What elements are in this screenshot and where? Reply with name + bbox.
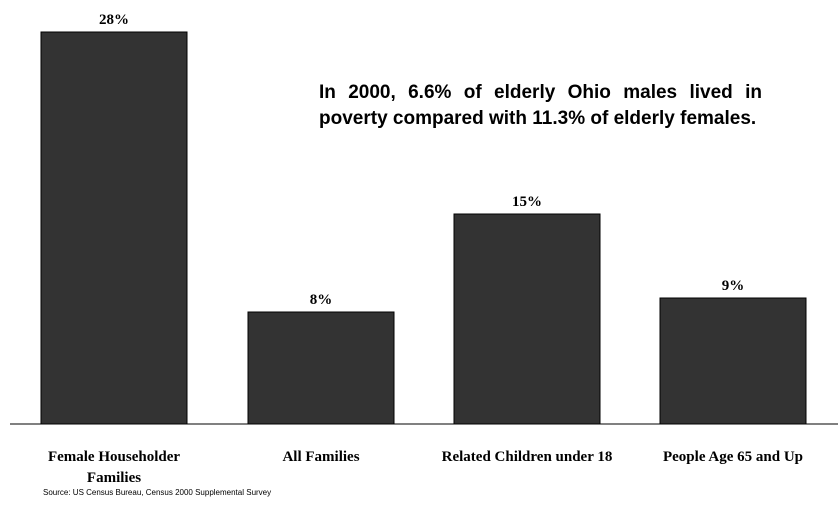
- data-label-0: 28%: [99, 12, 129, 28]
- data-label-3: 9%: [722, 278, 745, 294]
- category-label-0: Female Householder Families: [48, 449, 180, 486]
- bar-2: [453, 213, 601, 425]
- category-label-2: Related Children under 18: [442, 449, 613, 465]
- bar-0: [40, 31, 188, 425]
- category-label-3: People Age 65 and Up: [663, 449, 803, 465]
- bar-1: [247, 311, 395, 425]
- source-note: Source: US Census Bureau, Census 2000 Su…: [43, 488, 272, 497]
- bar-3: [659, 297, 807, 425]
- category-label-1: All Families: [282, 449, 359, 465]
- chart-annotation: In 2000, 6.6% of elderly Ohio males live…: [319, 82, 762, 129]
- data-label-2: 15%: [512, 194, 542, 210]
- data-label-1: 8%: [310, 292, 333, 308]
